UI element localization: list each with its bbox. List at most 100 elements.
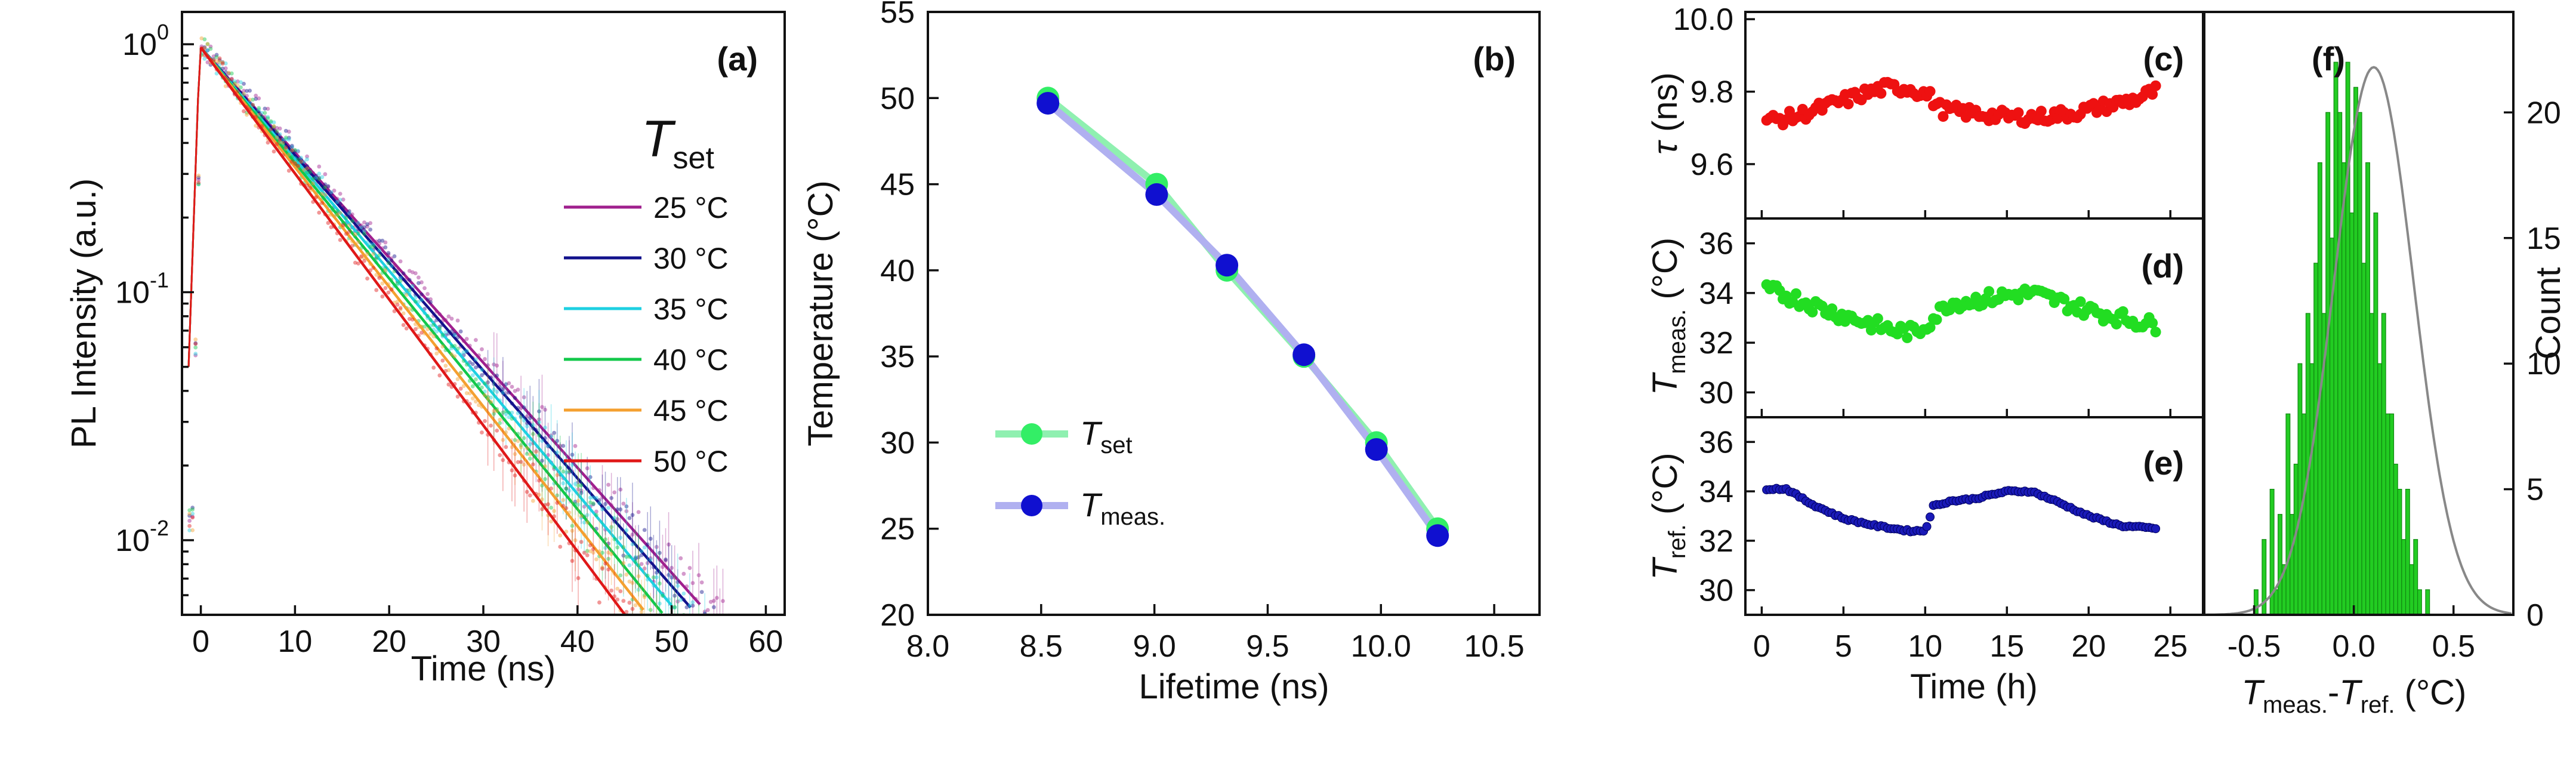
decay-point	[428, 318, 433, 322]
decay-point	[603, 546, 607, 550]
decay-point	[522, 436, 526, 441]
decay-point	[296, 158, 300, 162]
decay-point	[356, 240, 360, 245]
decay-point	[365, 224, 369, 229]
histogram-bar	[2278, 514, 2282, 615]
histogram-bar	[2302, 413, 2307, 615]
decay-point	[681, 571, 686, 576]
decay-point	[292, 147, 297, 152]
decay-point	[600, 507, 604, 512]
decay-point	[254, 93, 258, 98]
panel-f: -0.5 0.0 0.5 0 5 10 15 20 (f) Count Tmeas.-Tref…	[2203, 11, 2568, 718]
decay-point	[289, 148, 294, 153]
decay-point	[558, 533, 563, 538]
timeseries-point	[1827, 303, 1838, 315]
decay-point	[353, 260, 357, 265]
decay-point	[455, 318, 460, 323]
decay-point	[633, 560, 638, 564]
decay-point	[220, 60, 225, 65]
decay-point	[537, 478, 541, 483]
decay-point	[510, 468, 514, 473]
histogram-bar	[2385, 413, 2390, 615]
decay-point	[705, 608, 710, 612]
histogram-bar	[2325, 112, 2331, 615]
histogram-bar	[2262, 539, 2267, 615]
decay-point	[549, 434, 554, 439]
decay-point	[187, 512, 192, 516]
decay-point	[428, 331, 433, 336]
decay-point	[332, 188, 337, 193]
decay-point	[383, 266, 388, 270]
decay-point	[591, 501, 596, 506]
panel-d-series	[1761, 279, 2161, 343]
decay-point	[537, 417, 541, 422]
decay-point	[190, 507, 195, 512]
decay-point	[326, 184, 331, 189]
decay-point	[736, 617, 740, 621]
panel-f-xtick-label: 0.0	[2332, 629, 2375, 664]
decay-point	[594, 509, 599, 514]
decay-point	[446, 338, 451, 343]
decay-point	[591, 495, 596, 500]
panel-b-ytick-label: 50	[880, 81, 915, 116]
decay-point	[356, 261, 360, 266]
panel-a-frame	[181, 11, 786, 616]
timeseries-point	[2035, 106, 2047, 117]
decay-point	[530, 423, 535, 427]
decay-point	[480, 347, 484, 352]
decay-point	[473, 338, 478, 342]
decay-point	[522, 395, 526, 399]
decay-point	[694, 625, 698, 629]
decay-point	[576, 576, 581, 580]
timeseries-point	[1902, 332, 1913, 343]
decay-point	[305, 166, 309, 171]
decay-fit-line	[199, 47, 664, 614]
decay-point	[440, 358, 445, 363]
legend-label: 50 °C	[653, 445, 729, 478]
timeseries-point	[2059, 293, 2070, 304]
histogram-bar	[2285, 413, 2291, 615]
histogram-bar	[2333, 61, 2339, 615]
decay-point	[658, 550, 662, 555]
decay-point	[522, 418, 526, 423]
decay-point	[546, 444, 550, 448]
decay-point	[371, 244, 376, 249]
legend-items: 25 °C 30 °C 35 °C 40 °C 45 °C 50 °C	[564, 191, 729, 478]
decay-point	[283, 128, 288, 133]
histogram-bar	[2345, 61, 2350, 615]
decay-point	[383, 286, 388, 290]
decay-point	[205, 42, 210, 47]
decay-point	[392, 269, 397, 273]
decay-point	[305, 154, 309, 159]
decay-point	[645, 542, 650, 547]
decay-point	[675, 599, 680, 604]
decay-point	[208, 44, 213, 49]
decay-point	[636, 510, 641, 515]
decay-point	[443, 364, 448, 368]
decay-point	[480, 368, 484, 372]
decay-point	[398, 276, 403, 281]
decay-point	[248, 97, 252, 102]
decay-point	[242, 88, 246, 93]
decay-point	[670, 566, 674, 570]
decay-point	[690, 581, 695, 586]
decay-point	[266, 106, 270, 111]
decay-point	[329, 225, 334, 230]
decay-fit-line	[199, 47, 692, 609]
decay-point	[458, 329, 463, 334]
decay-point	[582, 550, 587, 555]
decay-point	[648, 608, 653, 612]
decay-point	[525, 451, 529, 456]
decay-point	[627, 555, 632, 559]
decay-point	[618, 535, 623, 540]
panel-a-ytick-label: 100	[122, 20, 169, 62]
decay-point	[636, 587, 641, 592]
decay-point	[576, 487, 581, 492]
decay-point	[504, 409, 508, 413]
decay-point	[519, 415, 523, 420]
histogram-bar	[2357, 112, 2362, 615]
decay-point	[407, 288, 412, 292]
decay-point	[283, 146, 288, 151]
decay-point	[263, 106, 267, 111]
decay-point	[289, 159, 294, 164]
